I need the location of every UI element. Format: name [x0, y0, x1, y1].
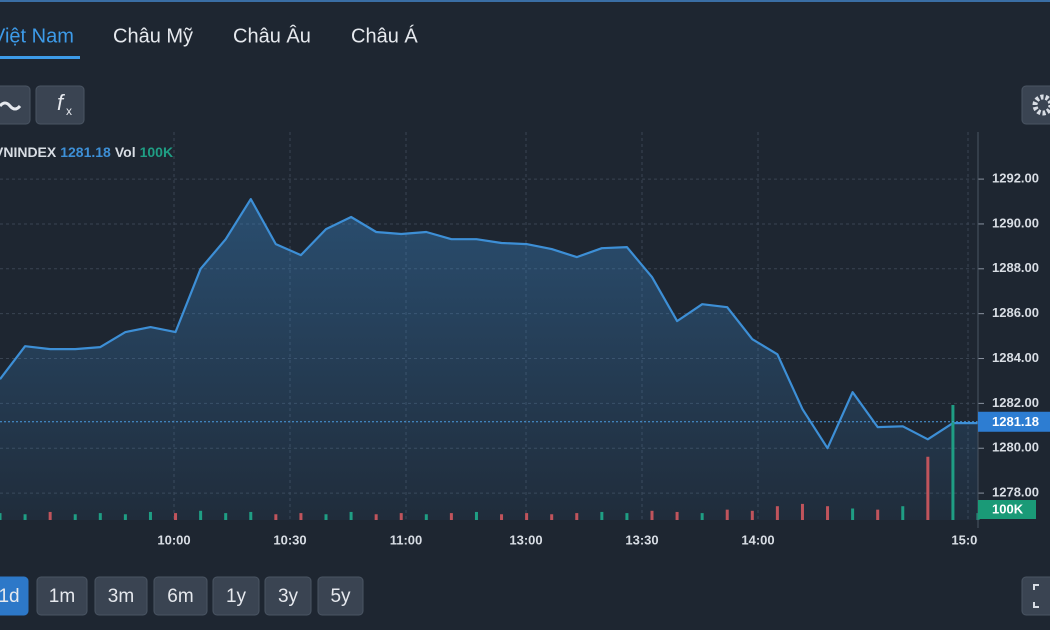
x-tick-label: 14:00 — [741, 532, 774, 547]
volume-bar — [349, 511, 353, 520]
x-tick-label: 15:00 — [951, 532, 984, 547]
volume-bar — [500, 514, 504, 520]
volume-bar — [575, 513, 579, 520]
volume-bar — [750, 510, 754, 520]
range-label[interactable]: 1d — [0, 586, 20, 607]
volume-bar — [249, 511, 253, 520]
x-tick-label: 10:30 — [273, 532, 306, 547]
volume-bar — [48, 511, 52, 520]
fullscreen-button[interactable] — [1021, 576, 1050, 616]
volume-bar — [650, 510, 654, 520]
volume-bar — [299, 513, 303, 520]
x-tick-label: 13:30 — [625, 532, 658, 547]
y-tick-label: 1278.00 — [992, 485, 1039, 500]
range-label[interactable]: 1y — [226, 586, 247, 607]
x-tick-label: 10:00 — [157, 532, 190, 547]
range-button[interactable] — [317, 576, 364, 616]
legend-item: 1281.18 — [60, 144, 111, 160]
price-tag — [978, 411, 1050, 432]
icon: f — [57, 90, 66, 115]
range-label[interactable]: 5y — [330, 586, 351, 607]
volume-bar — [98, 513, 102, 520]
range-button[interactable] — [36, 576, 88, 616]
volume-bar — [148, 511, 152, 520]
volume-bar — [625, 513, 629, 520]
volume-bar — [324, 514, 328, 520]
volume-bar — [449, 513, 453, 520]
volume-bar — [700, 513, 704, 520]
chart-style-button[interactable] — [0, 85, 31, 125]
volume-bar — [73, 514, 77, 520]
volume-bar — [224, 513, 228, 520]
volume-bar — [876, 509, 880, 520]
volume-bar — [926, 456, 930, 520]
range-button[interactable] — [0, 576, 29, 616]
volume-bar — [23, 514, 27, 520]
volume-bar — [800, 503, 804, 520]
tab[interactable]: Châu Á — [351, 24, 418, 47]
y-tick-label: 1292.00 — [992, 171, 1039, 186]
volume-bar — [199, 510, 203, 520]
tab[interactable]: Châu Âu — [233, 24, 311, 47]
top-border — [0, 0, 1050, 2]
range-button[interactable] — [94, 576, 148, 616]
volume-tag — [978, 500, 1036, 519]
y-tick-label: 1286.00 — [992, 305, 1039, 320]
volume-bar — [174, 513, 178, 520]
y-tick-label: 1282.00 — [992, 395, 1039, 410]
volume-bar — [775, 506, 779, 520]
range-label[interactable]: 6m — [167, 586, 193, 607]
y-tick-label: 1288.00 — [992, 260, 1039, 275]
x-tick-label: 11:00 — [390, 532, 423, 547]
legend-item: 100K — [140, 144, 173, 160]
icon: x — [66, 104, 72, 118]
y-tick-label: 1284.00 — [992, 350, 1039, 365]
range-button[interactable] — [153, 576, 208, 616]
legend-item: Vol — [115, 144, 136, 160]
volume-bar — [600, 511, 604, 520]
volume-bar — [474, 511, 478, 520]
line — [0, 198, 978, 450]
volume-bar — [274, 514, 278, 520]
settings-button[interactable] — [1021, 85, 1050, 125]
range-label[interactable]: 3m — [108, 586, 134, 607]
tab[interactable]: Việt Nam — [0, 25, 74, 47]
area — [0, 199, 978, 520]
price-tag-label: 1281.18 — [992, 414, 1039, 429]
volume-bar — [826, 506, 830, 520]
icon — [1032, 94, 1050, 116]
volume-bar — [951, 405, 955, 520]
icon — [0, 101, 22, 111]
volume-bar — [675, 511, 679, 520]
volume-bar — [0, 513, 2, 520]
volume-bar — [550, 514, 554, 520]
volume-bar — [123, 514, 127, 520]
range-label[interactable]: 3y — [278, 586, 299, 607]
tab[interactable]: Châu Mỹ — [113, 25, 193, 47]
x-axis: 10:00 10:30 11:00 13:00 13:30 14:00 15:00 — [157, 532, 984, 547]
y-tick-label: 1290.00 — [992, 215, 1039, 230]
volume-bar — [725, 509, 729, 520]
range-button[interactable] — [212, 576, 260, 616]
tab-underline — [0, 56, 80, 59]
legend-item: VNINDEX — [0, 144, 57, 160]
volume-bar — [901, 506, 905, 520]
x-tick-label: 13:00 — [509, 532, 542, 547]
icon — [1033, 584, 1039, 608]
range-label[interactable]: 1m — [49, 586, 75, 607]
volume-tag-label: 100K — [992, 501, 1024, 516]
legend: VNINDEX 1281.18 Vol 100K — [0, 144, 173, 160]
y-tick-label: 1280.00 — [992, 440, 1039, 455]
chart: 1278.00 1280.00 1282.00 1284.00 1286.00 1288.… — [0, 132, 1050, 547]
volume-bar — [851, 508, 855, 520]
volume-bar — [424, 514, 428, 520]
indicator-button[interactable] — [35, 85, 85, 125]
volume-bar — [374, 514, 378, 520]
volume-bar — [525, 513, 529, 520]
volume-bar — [399, 513, 403, 520]
range-button[interactable] — [264, 576, 312, 616]
